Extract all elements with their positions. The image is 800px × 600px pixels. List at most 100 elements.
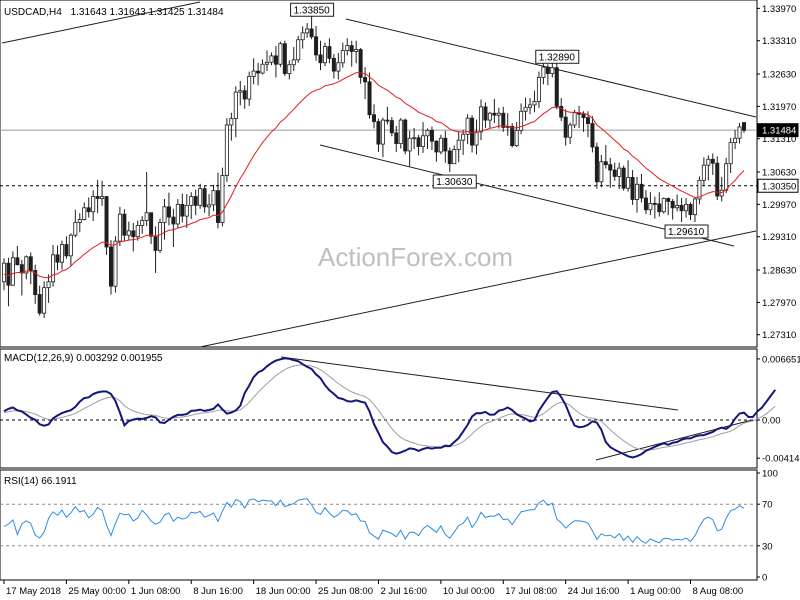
candle-body [207, 204, 212, 208]
candle-body [171, 216, 176, 225]
candle-body [149, 212, 154, 237]
candle-body [492, 112, 497, 116]
candle-body [198, 188, 203, 206]
candle-body [265, 61, 270, 65]
candle-body [706, 158, 711, 166]
candle-body [697, 179, 702, 200]
price-annotation-box [290, 2, 335, 17]
candle-body [559, 105, 564, 118]
candle-body [42, 287, 47, 314]
candle-body [403, 119, 408, 152]
price-annotation-label: 1.30630 [436, 177, 473, 188]
candle-body [608, 164, 613, 171]
candle-body [742, 122, 747, 131]
price-panel: ActionForex.com 1.33850 1.32890 1.30630 1.2… [0, 0, 758, 348]
time-tick-label: 17 Jul 08:00 [505, 586, 557, 597]
candle-body [394, 132, 399, 145]
candle-body [652, 202, 657, 205]
candle-body [305, 28, 310, 34]
candle-body [438, 137, 443, 153]
time-tick-label: 8 Jun 16:00 [193, 586, 243, 597]
candle-body [452, 149, 457, 165]
candle-body [385, 119, 390, 122]
rsi-axis: 100 70 30 0 [757, 469, 778, 584]
candlesticks [2, 14, 747, 319]
candle-body [599, 161, 604, 183]
candle-body [73, 222, 78, 236]
candle-body [523, 106, 528, 112]
candle-body [189, 196, 194, 206]
candle-body [24, 256, 29, 274]
candle-body [144, 212, 149, 221]
candle-body [545, 66, 550, 74]
candle-body [336, 62, 341, 72]
candle-body [51, 254, 56, 283]
candle-body [737, 126, 742, 139]
price-annotations: 1.33850 1.32890 1.30630 1.29610 [290, 2, 709, 239]
rsi-title: RSI(14) 66.1911 [4, 476, 77, 487]
candle-body [590, 123, 595, 148]
candle-body [621, 167, 626, 189]
price-annotation-box [535, 49, 580, 64]
symbol-label: USDCAD,H4 [4, 7, 62, 18]
candle-body [309, 28, 314, 38]
candle-body [648, 202, 653, 211]
candle-body [692, 198, 697, 216]
candle-body [327, 46, 332, 59]
rsi-tick-label: 30 [762, 541, 773, 552]
price-axis: 1.33970 1.33310 1.32630 1.31970 1.31310 1.306… [757, 4, 799, 341]
candle-body [447, 150, 452, 165]
candle-body [242, 90, 247, 100]
watermark: ActionForex.com [318, 242, 513, 272]
candle-body [184, 204, 189, 217]
candle-body [496, 112, 501, 116]
candle-body [536, 77, 541, 102]
candle-body [354, 49, 359, 52]
time-tick-label: 8 Aug 08:00 [693, 586, 744, 597]
candle-body [679, 204, 684, 212]
candle-body [380, 119, 385, 145]
candle-body [585, 117, 590, 124]
ohlc-values: 1.31643 1.31643 1.31425 1.31484 [71, 7, 224, 18]
candle-body [86, 207, 91, 213]
time-tick-label: 25 Jun 08:00 [318, 586, 373, 597]
candle-body [59, 244, 64, 263]
rsi-tick-label: 70 [762, 500, 773, 511]
candle-body [733, 137, 738, 144]
price-tick-label: 1.32630 [762, 70, 796, 81]
candle-body [639, 183, 644, 199]
macd-title: MACD(12,26,9) 0.003292 0.001955 [4, 353, 163, 364]
candle-body [376, 121, 381, 145]
candle-body [282, 43, 287, 74]
candle-body [626, 177, 631, 189]
candle-body [666, 198, 671, 202]
candle-body [617, 167, 622, 177]
macd-falling-trendline [280, 356, 679, 411]
time-tick-label: 24 Jul 16:00 [568, 586, 620, 597]
candle-body [367, 81, 372, 116]
candle-body [55, 254, 60, 263]
candle-body [64, 244, 69, 257]
support-level-label: 1.30350 [762, 181, 796, 192]
price-annotation-label: 1.33850 [294, 5, 331, 16]
macd-panel: MACD(12,26,9) 0.003292 0.001955 [0, 348, 777, 469]
time-tick-label: 25 May 00:00 [68, 586, 126, 597]
candle-body [461, 133, 466, 141]
candle-body [416, 137, 421, 147]
price-tick-label: 1.29970 [762, 200, 796, 211]
candle-body [126, 230, 131, 236]
candle-body [122, 213, 127, 236]
candle-body [728, 142, 733, 165]
candle-body [28, 256, 33, 271]
candle-body [710, 158, 715, 164]
candle-body [247, 76, 252, 100]
price-tick-label: 1.33970 [762, 4, 796, 15]
upper-channel-line-left [1, 1, 201, 44]
candle-body [33, 270, 38, 295]
candle-body [2, 262, 7, 283]
time-tick-label: 18 Jun 00:00 [256, 586, 311, 597]
candle-body [443, 137, 448, 152]
candle-body [6, 262, 11, 286]
rsi-tick-label: 100 [762, 469, 778, 480]
